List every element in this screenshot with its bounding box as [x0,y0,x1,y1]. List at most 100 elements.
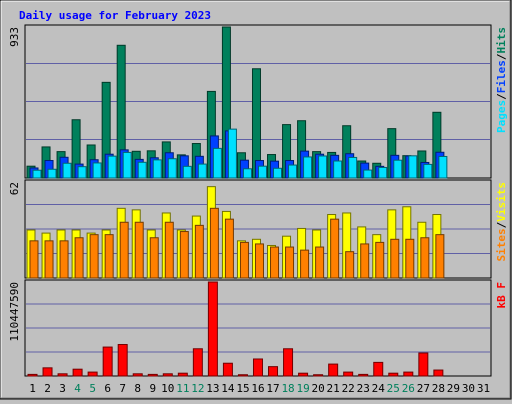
legend-hits-files-pages: Pages/Files/Hits [495,27,508,133]
bar-sites-day-19 [300,249,310,279]
bar-kb-f-day-11 [177,372,188,377]
x-label-day-7: 7 [119,382,126,395]
bar-pages-day-2 [47,168,57,179]
bar-pages-day-19 [303,156,313,179]
bar-kb-f-day-21 [328,363,339,377]
x-label-day-16: 16 [251,382,264,395]
bar-kb-f-day-23 [358,373,369,377]
x-label-day-29: 29 [447,382,460,395]
bar-pages-day-18 [288,164,298,179]
bar-pages-day-8 [137,161,147,179]
ymax-label-kbytes: 110447590 [8,282,21,342]
bar-kb-f-day-5 [87,371,98,377]
bar-pages-day-14 [227,128,237,179]
bar-kb-f-day-14 [222,362,233,377]
panel-kbytes: 110447590 kB F [8,279,508,377]
bar-kb-f-day-2 [42,367,53,377]
x-label-day-26: 26 [402,382,415,395]
bar-sites-day-5 [89,234,99,279]
bar-pages-day-12 [197,163,207,179]
bar-kb-f-day-26 [403,371,414,377]
x-label-day-4: 4 [74,382,81,395]
legend-part: Files [495,60,508,93]
bar-sites-day-26 [405,238,415,279]
bar-pages-day-5 [92,162,102,179]
bar-kb-f-day-17 [268,366,279,377]
x-label-day-11: 11 [176,382,189,395]
bar-kb-f-day-20 [313,374,324,377]
bar-pages-day-17 [273,167,283,179]
bar-kb-f-day-27 [418,352,429,377]
bar-pages-day-6 [107,155,117,179]
bar-sites-day-15 [239,241,249,279]
x-label-day-25: 25 [387,382,400,395]
bar-pages-day-28 [438,155,448,179]
legend-part: Visits [495,182,508,222]
bar-pages-day-26 [408,155,418,179]
bar-sites-day-14 [224,218,234,279]
panel-visits-sites: 62 Sites/Visits [8,179,508,279]
x-label-day-21: 21 [327,382,340,395]
bar-pages-day-15 [242,168,252,179]
x-label-day-30: 30 [462,382,475,395]
bar-sites-day-28 [435,234,445,279]
legend-part: Sites [495,228,508,261]
legend-part: / [495,221,508,228]
x-label-day-1: 1 [29,382,36,395]
bar-kb-f-day-3 [57,373,68,377]
bar-sites-day-4 [74,237,84,279]
bar-pages-day-9 [152,159,162,179]
bar-kb-f-day-7 [117,344,128,377]
bar-sites-day-2 [44,240,54,279]
ymax-label-visits-sites: 62 [8,182,21,195]
bar-sites-day-24 [375,241,385,279]
bar-kb-f-day-16 [252,358,263,377]
bar-sites-day-12 [194,224,204,279]
legend-part: kB F [495,282,508,309]
bar-sites-day-1 [29,240,39,279]
bar-kb-f-day-15 [237,374,248,377]
bar-sites-day-20 [315,246,325,279]
panel-hits-files-pages: 933 Pages/Files/Hits [8,24,508,179]
legend-part: Pages [495,100,508,133]
bar-sites-day-16 [254,243,264,279]
chart-title: Daily usage for February 2023 [19,9,211,22]
x-label-day-17: 17 [266,382,279,395]
bar-sites-day-21 [330,218,340,279]
bar-kb-f-day-6 [102,346,113,377]
x-label-day-10: 10 [161,382,174,395]
ymax-label-hits-files-pages: 933 [8,27,21,47]
bar-kb-f-day-22 [343,371,354,377]
bar-pages-day-25 [393,159,403,179]
bar-kb-f-day-28 [433,369,444,377]
bar-sites-day-17 [270,246,280,279]
x-label-day-6: 6 [104,382,111,395]
x-label-day-13: 13 [206,382,219,395]
x-label-day-5: 5 [89,382,96,395]
bar-sites-day-23 [360,243,370,279]
x-label-day-27: 27 [417,382,430,395]
x-label-day-19: 19 [296,382,309,395]
bar-sites-day-6 [104,234,114,279]
bar-kb-f-day-24 [373,361,384,377]
x-label-day-9: 9 [149,382,156,395]
legend-part: / [495,93,508,100]
bar-pages-day-20 [318,155,328,179]
bar-kb-f-day-25 [388,372,399,377]
bar-kb-f-day-9 [147,373,158,377]
bar-sites-day-8 [134,221,144,279]
bar-pages-day-10 [167,158,177,179]
bar-pages-day-23 [363,169,373,179]
x-label-day-22: 22 [342,382,355,395]
bar-sites-day-7 [119,221,129,279]
bar-pages-day-3 [62,162,72,179]
bar-kb-f-day-12 [192,348,203,377]
bar-sites-day-3 [59,240,69,279]
bar-sites-day-18 [285,246,295,279]
bar-pages-day-24 [378,166,388,179]
bar-kb-f-day-8 [132,373,143,377]
bar-pages-day-27 [423,163,433,179]
x-label-day-18: 18 [281,382,294,395]
bar-kb-f-day-10 [162,373,173,377]
